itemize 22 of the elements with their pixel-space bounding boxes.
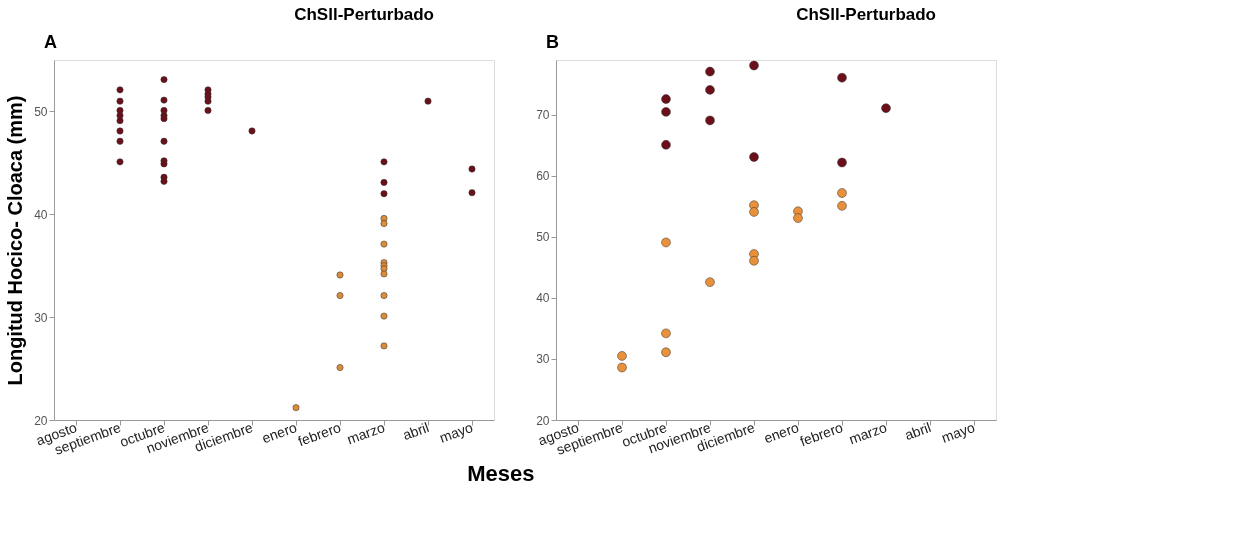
y-tick-label: 30 xyxy=(34,310,48,325)
x-tick-label: mayo xyxy=(437,418,476,446)
y-tick-label: 70 xyxy=(536,108,550,123)
x-tick-label: mayo xyxy=(939,418,978,446)
y-tick-label: 20 xyxy=(34,413,48,428)
y-tick-label: 40 xyxy=(34,207,48,222)
y-tick-label: 60 xyxy=(536,169,550,184)
text: A xyxy=(44,32,57,52)
x-tick-label: abril xyxy=(902,419,933,444)
text: B xyxy=(546,32,559,52)
x-tick-label: marzo xyxy=(344,418,388,448)
chart-title: ChSll-Perturbado xyxy=(294,5,434,24)
x-tick-label: marzo xyxy=(846,418,890,448)
x-tick-label: abril xyxy=(400,419,431,444)
y-tick-label: 50 xyxy=(536,230,550,245)
chart-title: ChSll-Perturbado xyxy=(796,5,936,24)
y-tick-label: 40 xyxy=(536,291,550,306)
y-tick-label: 20 xyxy=(536,413,550,428)
y-tick-label: 50 xyxy=(34,104,48,119)
y-tick-label: 30 xyxy=(536,352,550,367)
x-axis-title: Meses xyxy=(467,460,535,486)
y-axis-title: Longitud Hocico- Cloaca (mm) xyxy=(4,95,27,386)
